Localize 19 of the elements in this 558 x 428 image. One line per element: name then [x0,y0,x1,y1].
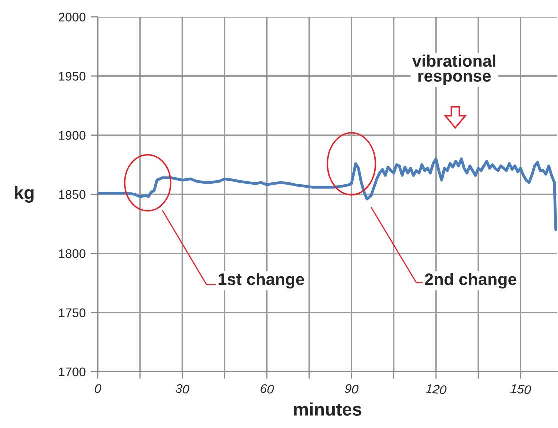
y-tick-label: 1900 [59,131,86,140]
x-tick-label: 120 [426,384,447,395]
annotation: 2nd change [425,273,517,289]
y-tick-label: 1700 [59,368,86,377]
x-tick-label: 0 [94,384,102,394]
y-axis-title: kg [15,186,34,203]
x-tick-label: 30 [176,384,190,394]
y-tick-label: 2000 [59,12,86,22]
line-series [98,158,558,232]
x-axis-title: minutes [294,402,362,416]
x-tick-label: 60 [260,384,274,394]
annotation: 1st change [218,273,304,289]
annotation: vibrational response [412,54,496,86]
y-tick-label: 1800 [59,249,86,258]
y-tick-label: 1750 [59,308,86,318]
x-tick-label: 90 [344,384,359,394]
y-tick-label: 1850 [59,190,86,200]
x-tick-label: 150 [510,384,532,395]
y-tick-label: 1950 [59,72,86,81]
